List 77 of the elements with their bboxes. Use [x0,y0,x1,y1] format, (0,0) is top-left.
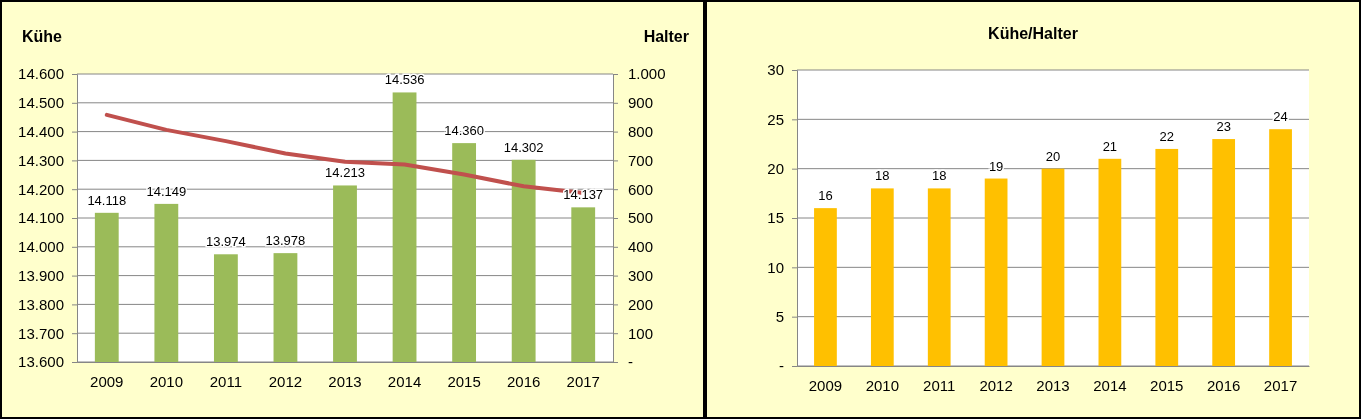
y-tick-label: 13.800 [18,295,64,313]
x-tick-label: 2011 [923,376,956,394]
data-label: 18 [875,168,890,184]
data-label: 13.978 [265,233,306,249]
data-label: 21 [1102,138,1118,154]
y-tick-label: 14.400 [18,122,64,140]
data-label: 16 [818,188,833,204]
bar [927,188,951,366]
chart-title: Kühe/Halter [988,25,1078,42]
y-tick-label: 13.900 [18,266,64,284]
bar [1269,129,1292,366]
data-label: 14.149 [146,183,187,199]
y2-tick-label: 700 [628,151,654,169]
y-tick-label: - [779,357,784,375]
y2-tick-label: 500 [628,209,654,227]
x-tick-label: 2010 [865,376,900,394]
x-tick-label: 2012 [268,372,303,390]
y-tick-label: 14.200 [18,180,64,198]
y2-tick-label: 400 [628,238,654,256]
x-tick-label: 2009 [808,376,843,394]
y-tick-label: 30 [767,61,784,79]
y-tick-label: 13.600 [18,353,64,371]
y-tick-label: 14.000 [18,238,64,256]
y2-tick-label: 300 [628,266,654,284]
bar [870,188,894,366]
x-tick-label: 2017 [1263,376,1298,394]
y2-tick-label: 100 [628,324,654,342]
y-axis-title: Kühe [22,28,63,45]
y2-tick-label: - [628,353,633,371]
data-label: 14.302 [503,139,544,155]
x-tick-label: 2014 [1093,376,1127,394]
data-label: 22 [1159,128,1175,144]
bar [1098,158,1122,366]
x-tick-label: 2016 [1206,376,1241,394]
data-label: 14.536 [384,72,425,88]
x-tick-label: 2013 [1036,376,1070,394]
x-tick-label: 2015 [447,372,481,390]
x-tick-label: 2015 [1150,376,1184,394]
bar [814,208,837,366]
x-tick-label: 2009 [90,372,124,390]
y2-tick-label: 800 [628,122,654,140]
y-tick-label: 15 [767,209,784,227]
bar [1155,148,1179,366]
data-label: 14.137 [563,187,604,203]
y-tick-label: 20 [767,159,784,177]
y-tick-label: 14.300 [18,151,64,169]
y2-axis-title: Halter [643,28,689,45]
y2-tick-label: 200 [628,295,654,313]
x-tick-label: 2010 [149,372,184,390]
data-label: 14.213 [325,165,365,181]
x-tick-label: 2017 [566,372,600,390]
data-label: 18 [931,168,947,184]
data-label: 19 [988,158,1004,174]
y2-tick-label: 900 [628,94,654,112]
y2-tick-label: 1.000 [628,65,666,83]
y-tick-label: 14.100 [18,209,64,227]
x-tick-label: 2016 [506,372,541,390]
x-tick-label: 2012 [979,376,1013,394]
y-tick-label: 13.700 [18,324,64,342]
data-label: 14.360 [444,123,484,139]
y-tick-label: 10 [767,258,784,276]
bar [1041,168,1065,366]
bar [984,178,1008,366]
y-tick-label: 5 [775,307,784,325]
y-tick-label: 14.500 [18,94,64,112]
data-label: 13.974 [206,234,246,250]
y2-tick-label: 600 [628,180,654,198]
x-tick-label: 2013 [328,372,362,390]
bar [1212,139,1236,366]
data-label: 14.118 [87,192,127,208]
data-label: 24 [1273,109,1288,125]
data-label: 23 [1216,119,1231,135]
y-tick-label: 14.600 [18,65,64,83]
x-tick-label: 2014 [387,372,422,390]
x-tick-label: 2011 [209,372,243,390]
y-tick-label: 25 [767,110,784,128]
data-label: 20 [1045,148,1061,164]
